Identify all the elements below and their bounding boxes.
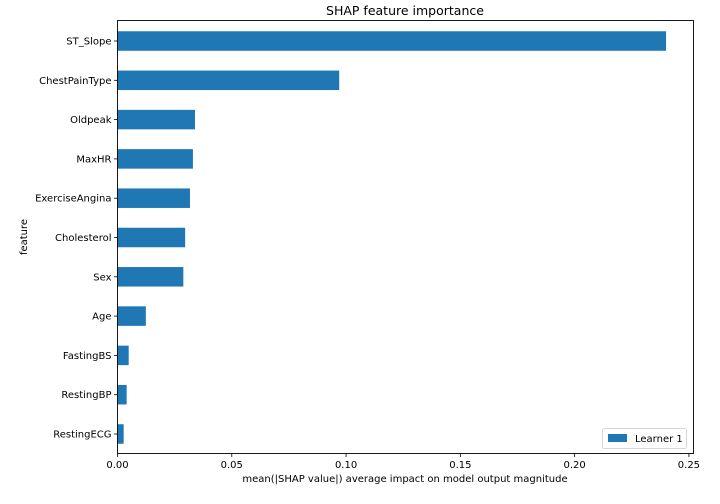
x-axis-label: mean(|SHAP value|) average impact on mod… [242, 474, 567, 485]
legend-label: Learner 1 [635, 434, 683, 445]
y-tick-label: Sex [93, 272, 111, 283]
legend-box [602, 428, 687, 449]
y-tick-label: Age [92, 312, 111, 323]
y-axis-label: feature [19, 219, 30, 255]
y-tick-label: ExerciseAngina [35, 194, 111, 205]
bar-st_slope [117, 31, 667, 51]
bar-maxhr [117, 149, 193, 169]
x-tick-label: 0.10 [335, 460, 357, 471]
y-tick-label: MaxHR [76, 154, 111, 165]
bars-group [117, 31, 667, 444]
bar-restingbp [117, 384, 127, 405]
bar-restingecg [117, 424, 124, 444]
x-ticks-group: 0.00 0.05 0.10 0.15 0.20 0.25 [106, 453, 700, 471]
y-tick-label: ST_Slope [66, 37, 111, 48]
y-tick-label: Oldpeak [70, 115, 112, 126]
y-tick-label: FastingBS [63, 351, 112, 362]
bar-cholesterol [117, 227, 186, 248]
bar-chestpaintype [117, 70, 340, 91]
bar-exerciseangina [117, 188, 190, 208]
y-tick-label: ChestPainType [39, 76, 111, 87]
y-ticks-group: RestingECG RestingBP FastingBS Age Sex Choles… [35, 37, 118, 441]
chart-title: SHAP feature importance [326, 3, 484, 18]
x-tick-label: 0.25 [678, 460, 700, 471]
bar-fastingbs [117, 345, 129, 366]
bar-oldpeak [117, 109, 195, 130]
y-tick-label: Cholesterol [55, 233, 111, 244]
y-tick-label: RestingECG [53, 430, 111, 441]
legend: Learner 1 [602, 428, 687, 449]
bar-age [117, 306, 146, 326]
x-tick-label: 0.05 [221, 460, 243, 471]
x-tick-label: 0.15 [449, 460, 471, 471]
y-tick-label: RestingBP [61, 390, 111, 401]
x-tick-label: 0.00 [106, 460, 128, 471]
bar-sex [117, 267, 184, 287]
legend-swatch [608, 434, 627, 442]
x-tick-label: 0.20 [564, 460, 586, 471]
plot-frame [117, 20, 694, 454]
